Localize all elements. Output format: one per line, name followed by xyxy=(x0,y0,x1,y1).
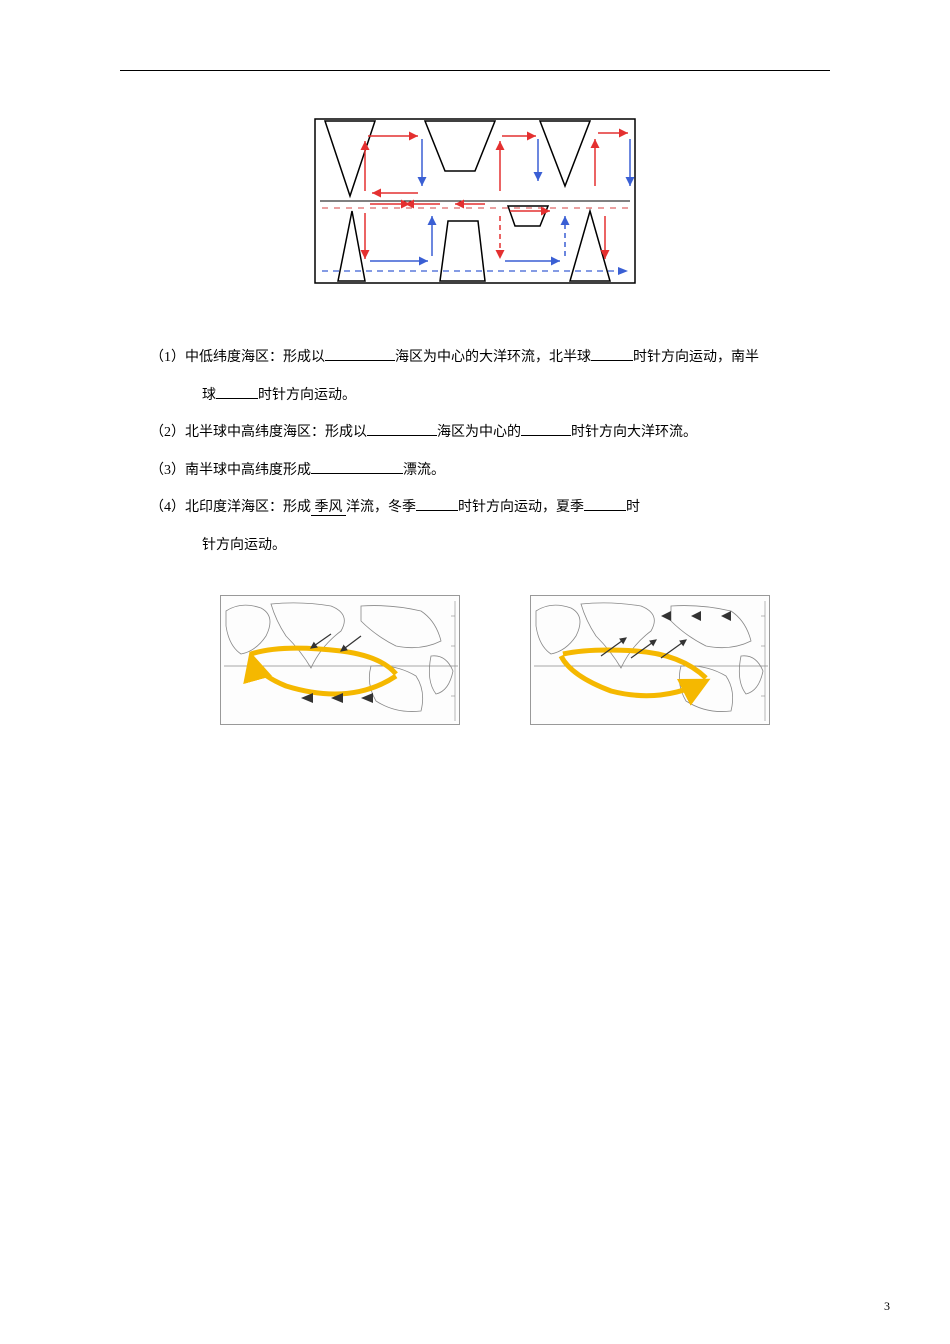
q2-text-2: 时针方向大洋环流。 xyxy=(571,425,697,440)
question-4-cont: 针方向运动。 xyxy=(150,529,810,563)
question-3: （3）南半球中高纬度形成 漂流。 xyxy=(150,454,810,488)
q4-text-3: 时针方向运动，夏季 xyxy=(458,500,584,515)
indian-ocean-summer-map xyxy=(530,595,770,725)
q3-prefix: （3） xyxy=(150,463,185,478)
maps-row xyxy=(150,595,810,725)
questions-section: （1）中低纬度海区：形成以海区为中心的大洋环流，北半球时针方向运动，南半 球时针… xyxy=(120,341,830,725)
winter-map-svg xyxy=(221,596,461,726)
q4-text-2: 洋流，冬季 xyxy=(346,500,416,515)
question-4: （4）北印度洋海区：形成 季风 洋流，冬季 时针方向运动，夏季 时 xyxy=(150,491,810,525)
q1-text-1: 海区为中心的大洋环流，北半球 xyxy=(395,350,591,365)
blank-1b xyxy=(591,343,633,361)
ocean-current-svg xyxy=(310,111,640,291)
q4-filled: 季风 xyxy=(311,500,346,516)
page-container: （1）中低纬度海区：形成以海区为中心的大洋环流，北半球时针方向运动，南半 球时针… xyxy=(0,0,950,1344)
blank-3a xyxy=(311,456,403,474)
q1-text-0: 中低纬度海区：形成以 xyxy=(185,350,325,365)
q1-cont-0: 球 xyxy=(202,388,216,403)
q3-text-1: 漂流。 xyxy=(403,463,445,478)
q2-prefix: （2） xyxy=(150,425,185,440)
q3-text-0: 南半球中高纬度形成 xyxy=(185,463,311,478)
q1-text-2: 时针方向运动，南半 xyxy=(633,350,759,365)
q4-text-0: 北印度洋海区：形成 xyxy=(185,500,311,515)
indian-ocean-winter-map xyxy=(220,595,460,725)
blank-1a xyxy=(325,343,395,361)
q4-cont-0: 针方向运动。 xyxy=(202,538,286,553)
blank-2a xyxy=(367,418,437,436)
blank-2b xyxy=(521,418,571,436)
blank-1c xyxy=(216,381,258,399)
question-2: （2）北半球中高纬度海区：形成以 海区为中心的 时针方向大洋环流。 xyxy=(150,416,810,450)
q4-text-4: 时 xyxy=(626,500,640,515)
question-1-cont: 球 时针方向运动。 xyxy=(150,379,810,413)
q1-cont-1: 时针方向运动。 xyxy=(258,388,356,403)
blank-4a xyxy=(416,493,458,511)
q1-prefix: （1） xyxy=(150,350,185,365)
ocean-current-diagram xyxy=(310,111,640,291)
question-1: （1）中低纬度海区：形成以 海区为中心的大洋环流，北半球 时针方向运动，南半 xyxy=(150,341,810,375)
summer-map-svg xyxy=(531,596,771,726)
blank-4b xyxy=(584,493,626,511)
q2-text-0: 北半球中高纬度海区：形成以 xyxy=(185,425,367,440)
page-number: 3 xyxy=(884,1299,890,1314)
q2-text-1: 海区为中心的 xyxy=(437,425,521,440)
q4-prefix: （4） xyxy=(150,500,185,515)
header-rule xyxy=(120,70,830,71)
